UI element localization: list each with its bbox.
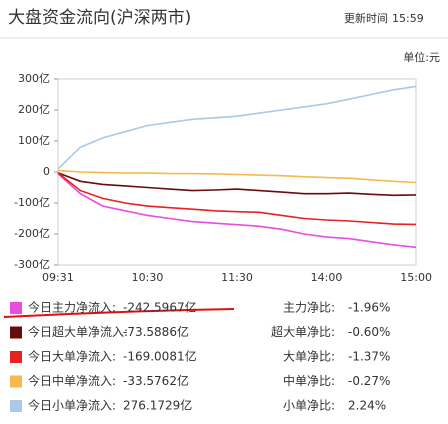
unit-label: 单位:元 <box>403 50 440 64</box>
chart-title: 大盘资金流向(沪深两市) <box>8 8 191 28</box>
net-inflow: 276.1729亿 <box>123 398 192 413</box>
legend-label: 今日主力净流入: <box>28 300 116 315</box>
ratio-value: -0.27% <box>348 374 390 388</box>
ratio-label: 中单净比: <box>283 373 335 388</box>
y-tick-label: 100亿 <box>18 134 50 147</box>
legend-label: 今日小单净流入: <box>28 398 116 413</box>
ratio-value: -0.60% <box>348 325 390 339</box>
ratio-value: -1.96% <box>348 301 390 315</box>
y-tick-label: -200亿 <box>14 227 50 240</box>
series-line <box>57 169 417 184</box>
x-tick-label: 09:31 <box>42 271 74 284</box>
ratio-label: 主力净比: <box>283 301 335 315</box>
annotation-underline <box>3 308 235 318</box>
ratio-label: 小单净比: <box>283 399 335 413</box>
ratio-label: 大单净比: <box>283 350 335 364</box>
legend-swatch <box>10 400 22 412</box>
legend-label: 今日大单净流入: <box>28 349 116 364</box>
legend-label: 今日超大单净流入: <box>28 324 128 339</box>
y-tick-label: 200亿 <box>18 103 50 116</box>
series-line <box>57 172 417 197</box>
x-tick-label: 14:00 <box>311 271 343 284</box>
ratio-value: 2.24% <box>348 399 386 413</box>
net-inflow: -242.5967亿 <box>123 300 197 315</box>
x-tick-label: 15:00 <box>400 271 432 284</box>
legend-label: 今日中单净流入: <box>28 373 116 388</box>
series-line <box>57 172 417 226</box>
x-tick-label: 11:30 <box>221 271 253 284</box>
series-line <box>57 173 417 249</box>
legend-swatch <box>10 351 22 363</box>
x-tick-label: 10:30 <box>132 271 164 284</box>
update-label: 更新时间 <box>344 11 388 25</box>
y-tick-label: 0 <box>43 165 50 178</box>
ratio-label: 超大单净比: <box>271 324 335 339</box>
net-inflow: -73.5886亿 <box>123 324 189 339</box>
legend-swatch <box>10 326 22 339</box>
update-time: 15:59 <box>392 12 424 25</box>
legend-swatch <box>10 302 22 314</box>
y-tick-label: 300亿 <box>18 72 50 85</box>
ratio-value: -1.37% <box>348 350 390 364</box>
net-inflow: -169.0081亿 <box>123 349 197 364</box>
y-tick-label: -300亿 <box>14 258 50 271</box>
net-inflow: -33.5762亿 <box>123 373 189 388</box>
legend-swatch <box>10 375 22 388</box>
y-tick-label: -100亿 <box>14 196 50 209</box>
series-line <box>57 85 417 170</box>
